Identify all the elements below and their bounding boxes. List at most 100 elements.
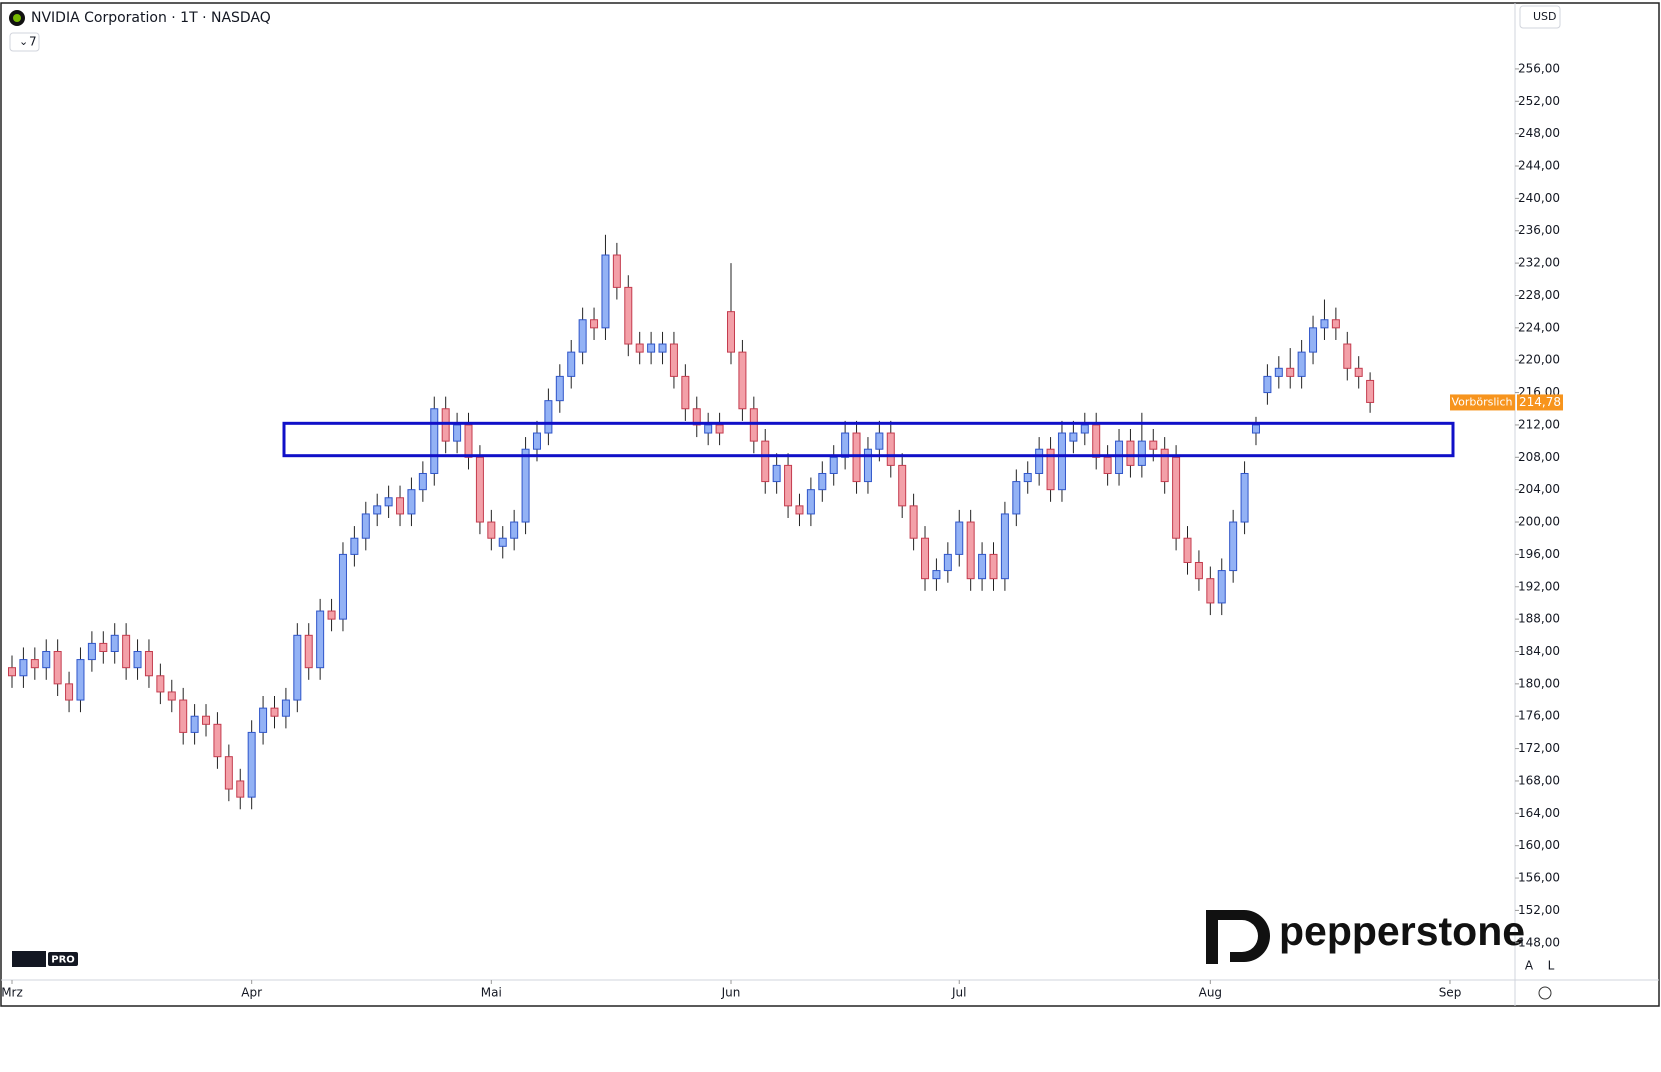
- y-tick-label: 252,00: [1518, 94, 1560, 108]
- candle-body: [1309, 327, 1318, 353]
- y-tick-label: 160,00: [1518, 838, 1560, 852]
- y-tick-label: 188,00: [1518, 612, 1560, 626]
- candle-body: [738, 351, 747, 410]
- candle-body: [1057, 432, 1066, 491]
- candle-body: [978, 553, 987, 580]
- y-tick-label: 208,00: [1518, 450, 1560, 464]
- candle-body: [259, 707, 268, 733]
- candle-body: [202, 715, 211, 725]
- candle-body: [475, 456, 484, 523]
- candle-body: [1092, 424, 1101, 458]
- candle-body: [1320, 319, 1329, 329]
- candle-body: [635, 343, 644, 353]
- candle-body: [1217, 570, 1226, 604]
- y-tick-label: 200,00: [1518, 515, 1560, 529]
- candle-body: [156, 675, 165, 693]
- candle-body: [1206, 578, 1215, 604]
- y-tick-label: 232,00: [1518, 256, 1560, 270]
- candle-body: [1080, 424, 1089, 434]
- indicator-toggle[interactable]: [9, 32, 40, 52]
- candle-body: [863, 448, 872, 483]
- y-tick-label: 224,00: [1518, 320, 1560, 334]
- candle-body: [1035, 448, 1044, 474]
- candle-body: [373, 505, 382, 515]
- candle-body: [1286, 367, 1295, 377]
- candle-body: [532, 432, 541, 450]
- x-tick-label: Jun: [721, 986, 741, 1000]
- candle-body: [487, 521, 496, 539]
- settings-icon[interactable]: [1538, 986, 1552, 1000]
- candle-body: [430, 408, 439, 474]
- candle-body: [932, 570, 941, 580]
- candle-body: [772, 464, 781, 483]
- candle-body: [396, 497, 405, 515]
- highlight-zone: [282, 421, 1455, 458]
- candle-body: [1274, 367, 1283, 377]
- candle-body: [1000, 513, 1009, 580]
- candle-body: [669, 343, 678, 377]
- y-tick-label: 192,00: [1518, 579, 1560, 593]
- y-tick-label: 204,00: [1518, 482, 1560, 496]
- candle-body: [886, 432, 895, 466]
- y-tick-label: 168,00: [1518, 773, 1560, 787]
- candle-body: [898, 464, 907, 507]
- y-tick-label: 244,00: [1518, 159, 1560, 173]
- brand-icon: [1206, 910, 1270, 964]
- candle-body: [1103, 456, 1112, 474]
- candle-body: [338, 553, 347, 620]
- pro-badge-text: PRO: [51, 955, 75, 966]
- candle-body: [1240, 472, 1249, 523]
- symbol-logo-mark: [13, 14, 21, 22]
- candle-body: [715, 424, 724, 434]
- candle-body: [19, 659, 28, 677]
- candle-body: [1023, 472, 1032, 483]
- candle-body: [76, 659, 85, 701]
- frame: [0, 2, 1660, 1007]
- candle-body: [875, 432, 884, 450]
- candle-body: [601, 254, 610, 329]
- candle-body: [464, 424, 473, 458]
- candle-body: [1160, 448, 1169, 483]
- x-tick-label: Mai: [481, 986, 502, 1000]
- candle-body: [784, 464, 793, 507]
- y-tick-label: 148,00: [1518, 935, 1560, 949]
- last-price-tag-text: Vorbörslich: [1451, 395, 1512, 408]
- scale-button[interactable]: A: [1525, 959, 1534, 973]
- candle-body: [1354, 367, 1363, 377]
- candle-body: [236, 780, 245, 798]
- symbol-title: NVIDIA Corporation · 1T · NASDAQ: [31, 10, 271, 26]
- candle-body: [144, 650, 153, 677]
- candle-body: [921, 537, 930, 580]
- candle-body: [110, 634, 119, 652]
- candle-body: [692, 408, 701, 426]
- candle-body: [361, 513, 370, 539]
- candle-body: [795, 505, 804, 515]
- candle-body: [407, 489, 416, 515]
- candle-body: [190, 715, 199, 733]
- tv-logo: PRO: [12, 951, 78, 967]
- candle-body: [1012, 481, 1021, 515]
- candle-body: [818, 472, 827, 491]
- last-price-label: 214,78: [1519, 395, 1561, 409]
- candle-body: [498, 537, 507, 547]
- last-price-label-bg: [1517, 394, 1563, 411]
- candle-body: [53, 650, 62, 685]
- candle-body: [852, 432, 861, 483]
- candle-body: [1137, 440, 1146, 466]
- candle-body: [806, 489, 815, 515]
- y-tick-label: 196,00: [1518, 547, 1560, 561]
- candle-body: [179, 699, 188, 733]
- y-tick-label: 172,00: [1518, 741, 1560, 755]
- candle-body: [99, 642, 108, 652]
- scale-button[interactable]: L: [1548, 959, 1555, 973]
- x-tick-label: Jul: [951, 986, 966, 1000]
- y-tick-label: 180,00: [1518, 676, 1560, 690]
- candle-body: [761, 440, 770, 483]
- candle-body: [590, 319, 599, 329]
- y-tick-label: 256,00: [1518, 61, 1560, 75]
- currency-button[interactable]: [1519, 5, 1561, 29]
- candle-body: [658, 343, 667, 353]
- y-tick-label: 176,00: [1518, 709, 1560, 723]
- candle-body: [624, 286, 633, 345]
